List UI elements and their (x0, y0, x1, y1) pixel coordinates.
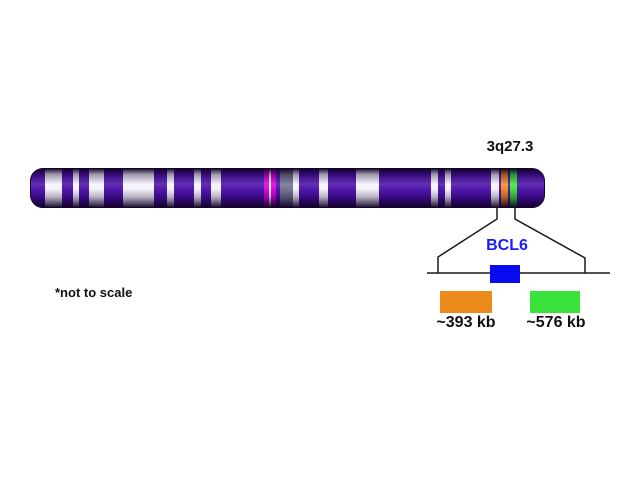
chromosome-band-light (211, 169, 221, 207)
chromosome-band-dark (451, 169, 491, 207)
upstream-size-label: ~393 kb (436, 314, 496, 331)
chromosome-3-ideogram (30, 168, 545, 208)
chromosome-band-dark (104, 169, 123, 207)
chromosome-band-dark (379, 169, 431, 207)
chromosome-band-slate (280, 169, 293, 207)
chromosome-band-dark (517, 169, 544, 207)
chromosome-band-dark (174, 169, 194, 207)
upstream-region-box (440, 291, 492, 313)
chromosome-band-dark (438, 169, 445, 207)
chromosome-bands (31, 169, 544, 207)
chromosome-band-dark (299, 169, 319, 207)
chromosome-band-orange (501, 169, 508, 207)
chromosome-band-dark (62, 169, 73, 207)
chromosome-band-light (319, 169, 328, 207)
downstream-size-label: ~576 kb (526, 314, 586, 331)
chromosome-band-light (431, 169, 438, 207)
chromosome-band-dark (31, 169, 45, 207)
chromosome-band-light (194, 169, 201, 207)
downstream-region-box (530, 291, 580, 313)
chromosome-band-light (89, 169, 104, 207)
chromosome-band-light (356, 169, 379, 207)
chromosome-band-green (510, 169, 517, 207)
chromosome-band-light (45, 169, 62, 207)
bcl6-gene-box (490, 265, 520, 283)
chromosome-band-dark (221, 169, 264, 207)
chromosome-band-dark (154, 169, 167, 207)
chromosome-band-dark (79, 169, 89, 207)
gene-label-bcl6: BCL6 (486, 237, 528, 254)
not-to-scale-note: *not to scale (55, 285, 133, 300)
chromosome-band-light (167, 169, 174, 207)
chromosome-band-dark (328, 169, 356, 207)
chromosome-band-dark (201, 169, 211, 207)
band-label-3q27-3: 3q27.3 (486, 138, 534, 155)
chromosome-band-light (491, 169, 499, 207)
chromosome-band-light (123, 169, 154, 207)
